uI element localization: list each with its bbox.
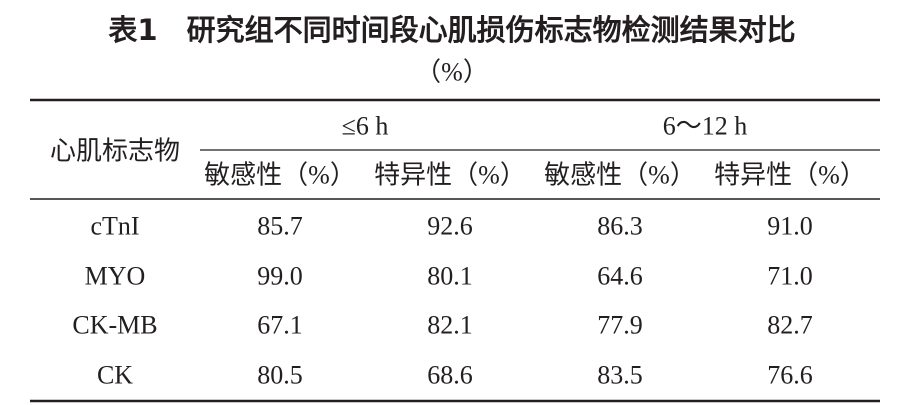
row-label: CK-MB bbox=[72, 311, 157, 340]
table-cell: 85.7 bbox=[257, 212, 303, 241]
group-header: 6～12 h bbox=[663, 112, 748, 141]
column-header: 敏感性（%） bbox=[544, 161, 696, 190]
row-label: CK bbox=[97, 361, 133, 390]
column-header: 特异性（%） bbox=[714, 161, 866, 190]
table-cell: 76.6 bbox=[767, 361, 813, 390]
table-cell: 71.0 bbox=[767, 262, 813, 291]
table-cell: 86.3 bbox=[597, 212, 643, 241]
column-header: 敏感性（%） bbox=[204, 161, 356, 190]
row-label: cTnI bbox=[90, 212, 139, 241]
table-cell: 92.6 bbox=[427, 212, 473, 241]
row-label: MYO bbox=[85, 262, 146, 291]
table-cell: 99.0 bbox=[257, 262, 303, 291]
table-cell: 64.6 bbox=[597, 262, 643, 291]
table-cell: 82.7 bbox=[767, 311, 813, 340]
table-cell: 77.9 bbox=[597, 311, 643, 340]
table-cell: 67.1 bbox=[257, 311, 303, 340]
table-subtitle: （%） bbox=[415, 58, 489, 87]
table-cell: 80.5 bbox=[257, 361, 303, 390]
column-header: 特异性（%） bbox=[374, 161, 526, 190]
table-cell: 80.1 bbox=[427, 262, 473, 291]
table-cell: 83.5 bbox=[597, 361, 643, 390]
table-cell: 91.0 bbox=[767, 212, 813, 241]
row-header: 心肌标志物 bbox=[50, 137, 180, 166]
table-cell: 68.6 bbox=[427, 361, 473, 390]
table-cell: 82.1 bbox=[427, 311, 473, 340]
table-title: 表1 研究组不同时间段心肌损伤标志物检测结果对比 bbox=[108, 13, 795, 47]
group-header: ≤6 h bbox=[342, 112, 389, 141]
